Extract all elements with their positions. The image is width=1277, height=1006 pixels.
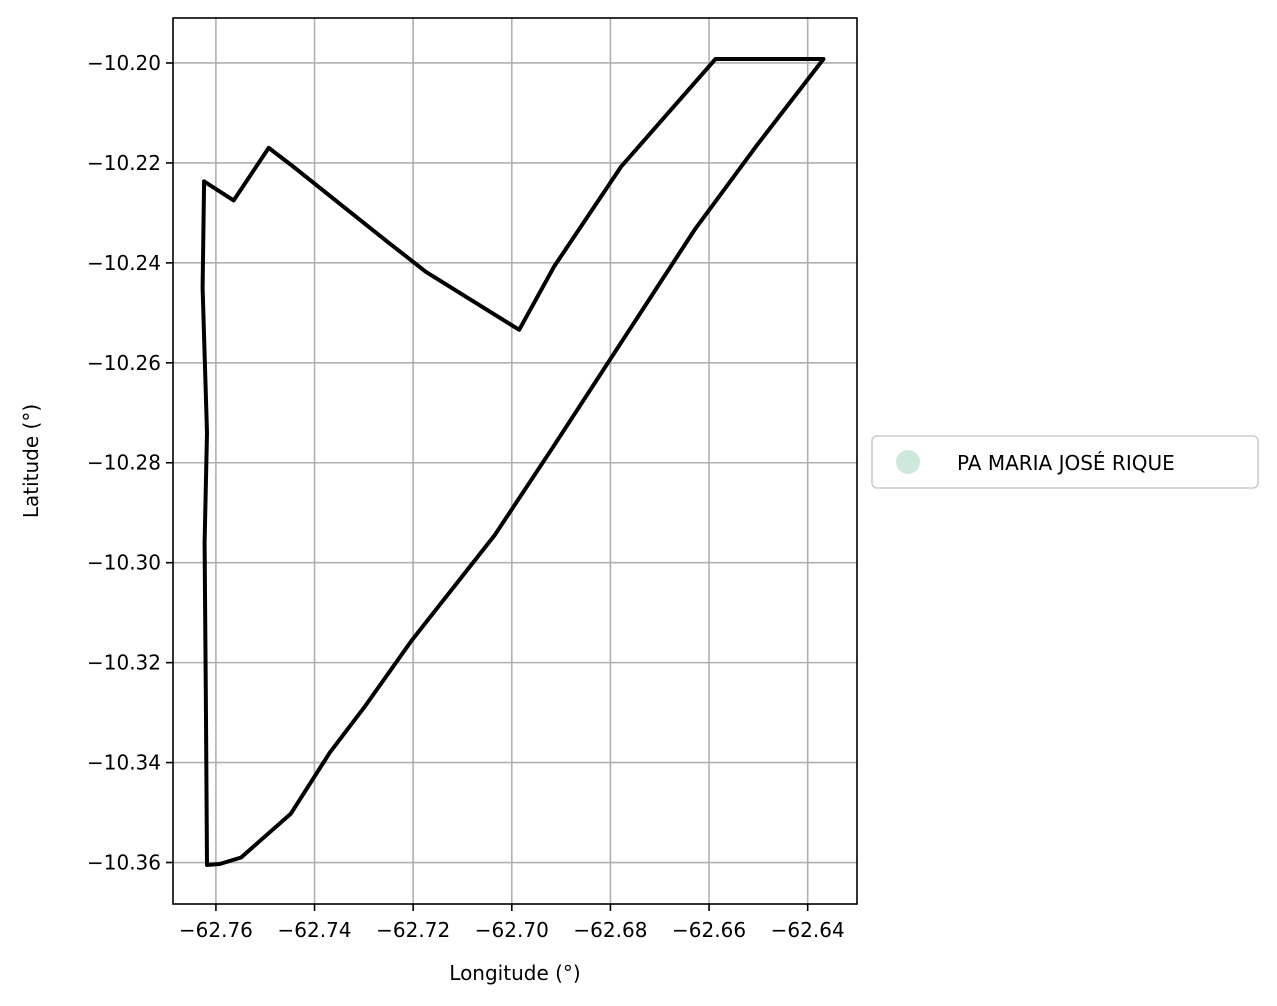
x-tick-label: −62.76 — [179, 918, 253, 942]
x-axis: −62.76 −62.74 −62.72 −62.70 −62.68 −62.66 −62.… — [179, 904, 845, 942]
x-tick-label: −62.70 — [475, 918, 549, 942]
x-tick-label: −62.74 — [278, 918, 352, 942]
y-tick-label: −10.34 — [87, 751, 161, 775]
y-tick-label: −10.32 — [87, 651, 161, 675]
y-tick-label: −10.24 — [87, 251, 161, 275]
y-axis: −10.20 −10.22 −10.24 −10.26 −10.28 −10.30 −10.… — [87, 51, 173, 875]
x-axis-label: Longitude (°) — [449, 961, 580, 985]
y-axis-label: Latitude (°) — [19, 404, 43, 518]
polygon-layer — [200, 57, 826, 867]
x-tick-label: −62.64 — [771, 918, 845, 942]
x-tick-label: −62.66 — [672, 918, 746, 942]
x-tick-label: −62.72 — [376, 918, 450, 942]
grid — [173, 18, 857, 904]
y-tick-label: −10.28 — [87, 451, 161, 475]
y-tick-label: −10.36 — [87, 851, 161, 875]
legend: PA MARIA JOSÉ RIQUE — [871, 435, 1259, 489]
plot-area — [172, 17, 858, 905]
legend-box — [871, 435, 1259, 489]
boundary-polygon — [200, 57, 826, 867]
legend-marker-icon — [896, 450, 920, 474]
x-tick-label: −62.68 — [573, 918, 647, 942]
y-tick-label: −10.20 — [87, 51, 161, 75]
y-tick-label: −10.26 — [87, 351, 161, 375]
legend-label: PA MARIA JOSÉ RIQUE — [957, 451, 1175, 475]
y-tick-label: −10.22 — [87, 151, 161, 175]
y-tick-label: −10.30 — [87, 551, 161, 575]
